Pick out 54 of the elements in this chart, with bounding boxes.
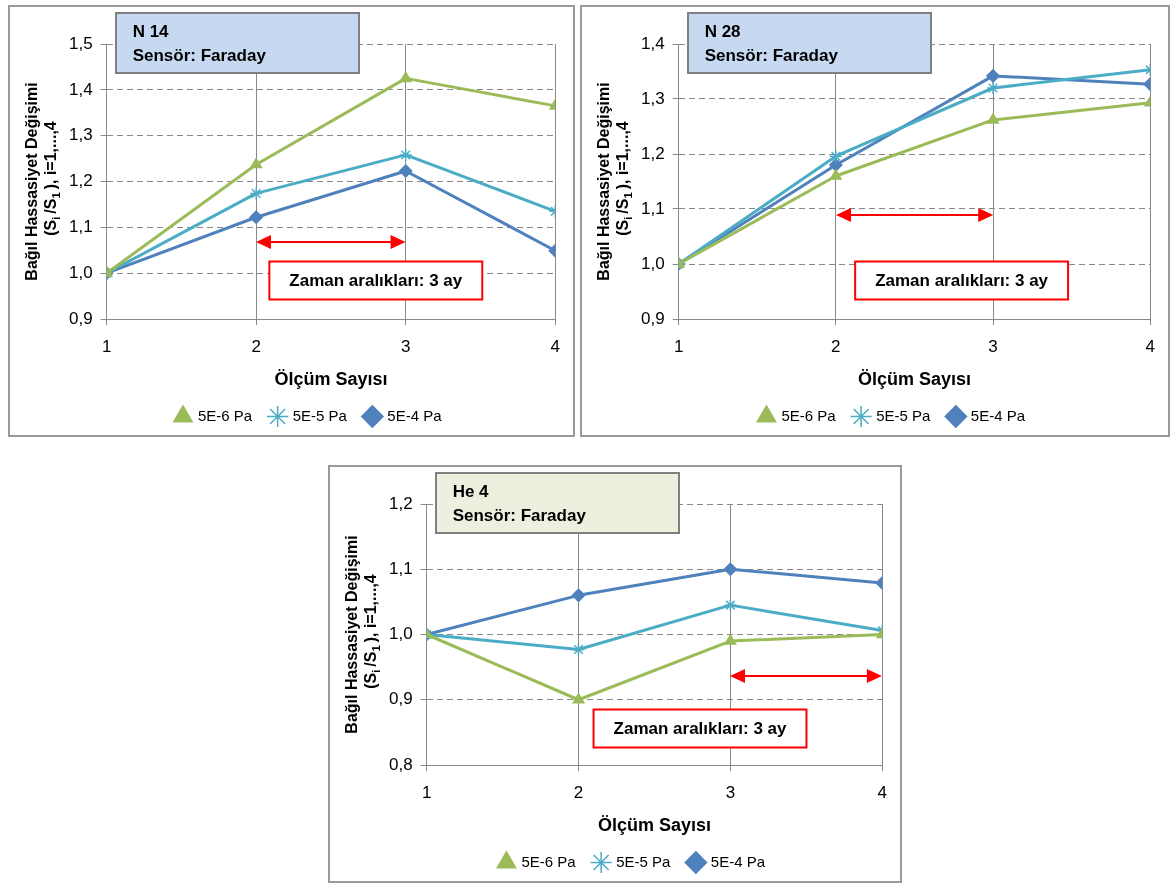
y-tick-label: 1,0	[640, 253, 665, 273]
y-tick-label: 1,0	[68, 262, 93, 282]
y-tick-label: 1,4	[68, 79, 93, 99]
legend-label: 5E-5 Pa	[876, 406, 932, 424]
legend-label: 5E-6 Pa	[781, 406, 837, 424]
y-tick-label: 1,2	[68, 171, 93, 191]
x-tick-label: 3	[400, 336, 411, 356]
y-tick-label: 1,1	[640, 198, 665, 218]
x-tick-label: 3	[988, 336, 998, 356]
annotation: Zaman aralıkları: 3 ay	[289, 271, 463, 291]
legend-label: 5E-5 Pa	[292, 406, 348, 424]
chart-subtitle: Sensör: Faraday	[132, 45, 267, 67]
y-tick-label: 1,3	[68, 125, 93, 145]
y-tick-label: 1,0	[388, 624, 413, 644]
x-tick-label: 2	[251, 336, 261, 356]
y-tick-label: 0,9	[640, 308, 665, 328]
x-axis-title: Ölçüm Sayısı	[274, 369, 388, 390]
y-tick-label: 1,1	[68, 217, 93, 237]
legend-label: 5E-6 Pa	[521, 852, 577, 870]
y-tick-label: 1,1	[388, 558, 413, 578]
legend-label: 5E-4 Pa	[970, 406, 1026, 424]
legend-label: 5E-5 Pa	[616, 852, 672, 870]
legend-label: 5E-4 Pa	[387, 406, 443, 424]
legend-label: 5E-6 Pa	[197, 406, 253, 424]
title-box: N 28 Sensör: Faraday	[686, 12, 932, 74]
y-tick-label: 0,9	[388, 689, 413, 709]
x-tick-label: 4	[877, 782, 888, 802]
y-tick-label: 1,2	[388, 493, 413, 513]
x-tick-label: 3	[725, 782, 736, 802]
y-tick-label: 1,3	[640, 88, 665, 108]
annotation: Zaman aralıkları: 3 ay	[875, 271, 1049, 291]
chart-subtitle: Sensör: Faraday	[452, 505, 587, 527]
chart-title: N 14	[132, 21, 170, 43]
y-tick-label: 0,8	[388, 754, 413, 774]
x-tick-label: 2	[831, 336, 841, 356]
y-tick-label: 1,5	[68, 33, 93, 53]
x-tick-label: 1	[101, 336, 112, 356]
chart-title: He 4	[452, 481, 490, 503]
x-tick-label: 4	[1145, 336, 1156, 356]
x-tick-label: 4	[550, 336, 561, 356]
y-tick-label: 1,4	[640, 33, 665, 53]
x-tick-label: 1	[421, 782, 432, 802]
x-axis-title: Ölçüm Sayısı	[597, 815, 711, 836]
title-box: He 4 Sensör: Faraday	[434, 472, 680, 534]
annotation: Zaman aralıkları: 3 ay	[613, 719, 788, 739]
x-axis-title: Ölçüm Sayısı	[857, 369, 971, 390]
x-tick-label: 2	[573, 782, 584, 802]
y-tick-label: 0,9	[68, 308, 93, 328]
y-tick-label: 1,2	[640, 143, 665, 163]
x-tick-label: 1	[673, 336, 684, 356]
legend-label: 5E-4 Pa	[710, 852, 766, 870]
title-box: N 14 Sensör: Faraday	[114, 12, 360, 74]
chart-subtitle: Sensör: Faraday	[704, 45, 839, 67]
chart-title: N 28	[704, 21, 742, 43]
